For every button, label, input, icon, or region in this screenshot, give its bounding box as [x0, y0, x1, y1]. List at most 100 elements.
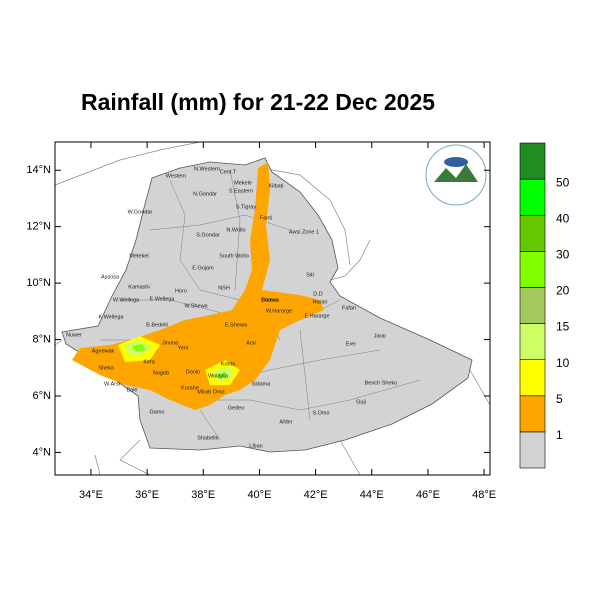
region-label: E.Wellega [150, 296, 176, 302]
region-label: Kilbati [269, 183, 284, 189]
region-label: Bench Sheko [365, 380, 398, 386]
region-label: N.Gondar [193, 191, 217, 197]
region-label: Horo [175, 288, 187, 294]
x-tick-label: 42°E [304, 489, 328, 501]
colorbar-label: 10 [556, 356, 570, 370]
region-label: N.Western [194, 166, 220, 172]
region-label: Afder [279, 419, 292, 425]
colorbar-box [519, 323, 546, 360]
colorbar-label: 50 [556, 175, 570, 189]
region-label: South Wollo [219, 253, 249, 259]
region-label: NSH [218, 285, 230, 291]
region-label: Guji [356, 399, 366, 405]
colorbar-label: 5 [556, 392, 563, 406]
x-tick-label: 46°E [416, 489, 440, 501]
region-label: Agnewak [92, 348, 115, 354]
y-tick-label: 4°N [33, 446, 52, 458]
region-label: Awsi Zone 1 [289, 229, 319, 235]
y-tick-label: 14°N [26, 164, 51, 176]
y-tick-label: 6°N [33, 390, 52, 402]
region-label: Kamashi [128, 284, 149, 290]
region-label: E.Hararge [304, 313, 329, 319]
region-label: Borena [261, 297, 280, 303]
x-tick-label: 44°E [360, 489, 384, 501]
y-tick-label: 10°N [26, 277, 51, 289]
colorbar-box [519, 214, 546, 252]
region-label: Western [166, 173, 186, 179]
region-label: Sheka [98, 365, 115, 371]
region-label: D.D [313, 291, 323, 297]
region-label: Erer [346, 341, 357, 347]
region-label: Mirab Omo [197, 389, 224, 395]
colorbar-label: 15 [556, 320, 570, 334]
region-label: Korahe [181, 385, 199, 391]
logo-mountain [434, 164, 478, 182]
region-label: Jarar [374, 333, 387, 339]
y-tick-label: 8°N [33, 333, 52, 345]
region-label: Nogob [153, 370, 169, 376]
region-labels: Western N.Western Cent.T Mekele S.Eastern Kil… [66, 166, 397, 449]
region-label: W.Arsi [104, 381, 120, 387]
y-tick-label: 12°N [26, 221, 51, 233]
region-label: Liban [249, 443, 262, 449]
region-label: Doolo [186, 369, 200, 375]
region-label: B.Bedelli [146, 322, 168, 328]
region-label: S.Gondar [196, 232, 220, 238]
region-label: E.Shewa [225, 322, 248, 328]
plot-frame [54, 141, 491, 476]
region-label: Assosa [101, 274, 120, 280]
region-label: W.Wellega [113, 297, 140, 303]
x-tick-label: 48°E [472, 489, 496, 501]
colorbar-box [519, 251, 546, 288]
region-label: Fanti [260, 215, 272, 221]
x-tick-label: 34°E [79, 489, 103, 501]
region-label: Daawa [261, 297, 279, 303]
region-label: Siti [306, 272, 314, 278]
region-label: Bale [126, 387, 137, 393]
region-label: Fafan [342, 305, 356, 311]
region-label: Konta [221, 361, 236, 367]
colorbar-box [519, 359, 546, 397]
region-label: Mekele [234, 180, 252, 186]
x-tick-label: 36°E [135, 489, 159, 501]
colorbar-box [519, 287, 546, 324]
region-label: S.Eastern [229, 188, 253, 194]
logo [425, 144, 487, 206]
region-label: S.Tigray [236, 204, 257, 210]
logo-ring [425, 144, 487, 206]
rainfall-20-30mm [132, 344, 226, 378]
region-label: Nuwer [66, 332, 82, 338]
colorbar-label: 20 [556, 284, 570, 298]
colorbar-label: 1 [556, 428, 563, 442]
map-area: Western N.Western Cent.T Mekele S.Eastern Kil… [54, 141, 491, 476]
region-label: Cent.T [220, 169, 237, 175]
region-label: W.Gondar [128, 209, 153, 215]
axes: 34°E 36°E 38°E 40°E 42°E 44°E 46°E 48°E 4°N 6°N 8°… [26, 142, 496, 501]
region-label: S.Omo [312, 410, 329, 416]
region-label: Shabelle [197, 435, 218, 441]
region-label: Gamo [150, 409, 165, 415]
colorbar-box [519, 431, 546, 469]
region-label: Metekel [129, 253, 148, 259]
region-label: W.Shewa [184, 303, 208, 309]
region-label: Gedeo [228, 405, 245, 411]
region-label: Jimma [162, 340, 179, 346]
region-label: K.Wellega [99, 314, 125, 320]
x-tick-label: 38°E [191, 489, 215, 501]
region-label: N.Wollo [226, 227, 245, 233]
region-label: Arsi [246, 340, 255, 346]
colorbar-box [519, 142, 546, 180]
region-label: Yem [178, 345, 189, 351]
title: Rainfall (mm) for 21-22 Dec 2025 [81, 89, 435, 115]
region-label: Kefa [143, 359, 155, 365]
colorbar-box [519, 178, 546, 216]
region-label: Wolayta [208, 373, 229, 379]
region-label: Sidama [252, 381, 272, 387]
region-label: Harari [313, 299, 328, 305]
logo-cloud [444, 157, 468, 167]
x-tick-label: 40°E [247, 489, 271, 501]
colorbar-label: 30 [556, 248, 570, 262]
